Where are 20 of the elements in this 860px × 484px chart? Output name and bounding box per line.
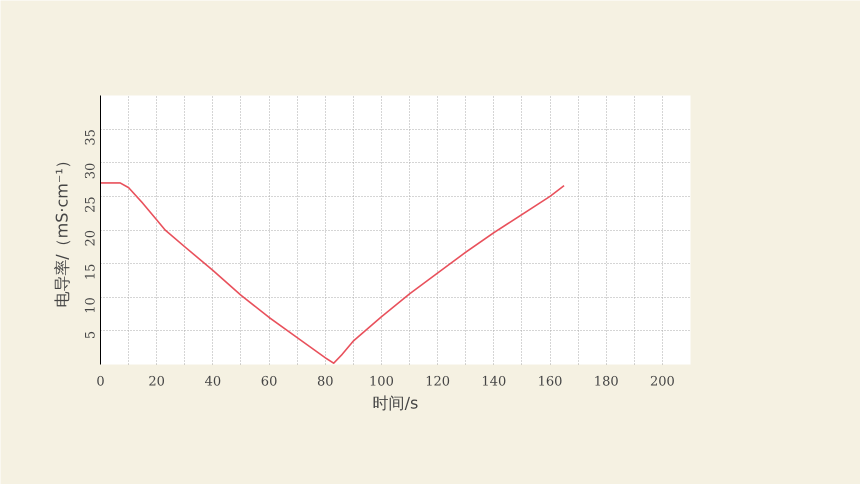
x-tick-label: 60	[260, 374, 278, 390]
y-tick-label: 10	[84, 297, 98, 314]
y-tick-label: 15	[84, 264, 98, 280]
x-tick-label: 140	[481, 374, 506, 390]
y-tick-label: 30	[84, 162, 98, 180]
x-tick-label: 80	[316, 374, 334, 390]
x-tick-label: 160	[538, 374, 562, 390]
y-axis-title: 电导率/（mS·cm⁻¹）	[52, 152, 72, 308]
y-tick-label: 35	[84, 129, 98, 146]
x-tick-label: 200	[650, 374, 675, 390]
y-tick-label: 5	[84, 330, 98, 340]
x-tick-label: 120	[425, 374, 450, 390]
x-tick-label: 40	[204, 374, 222, 390]
x-axis-title: 时间/s	[372, 394, 418, 412]
y-tick-label: 20	[84, 230, 98, 247]
x-tick-label: 20	[148, 374, 165, 390]
x-tick-label: 180	[594, 374, 619, 390]
x-tick-label: 100	[369, 374, 394, 390]
y-tick-label: 25	[84, 196, 98, 213]
x-tick-label: 0	[96, 374, 105, 390]
